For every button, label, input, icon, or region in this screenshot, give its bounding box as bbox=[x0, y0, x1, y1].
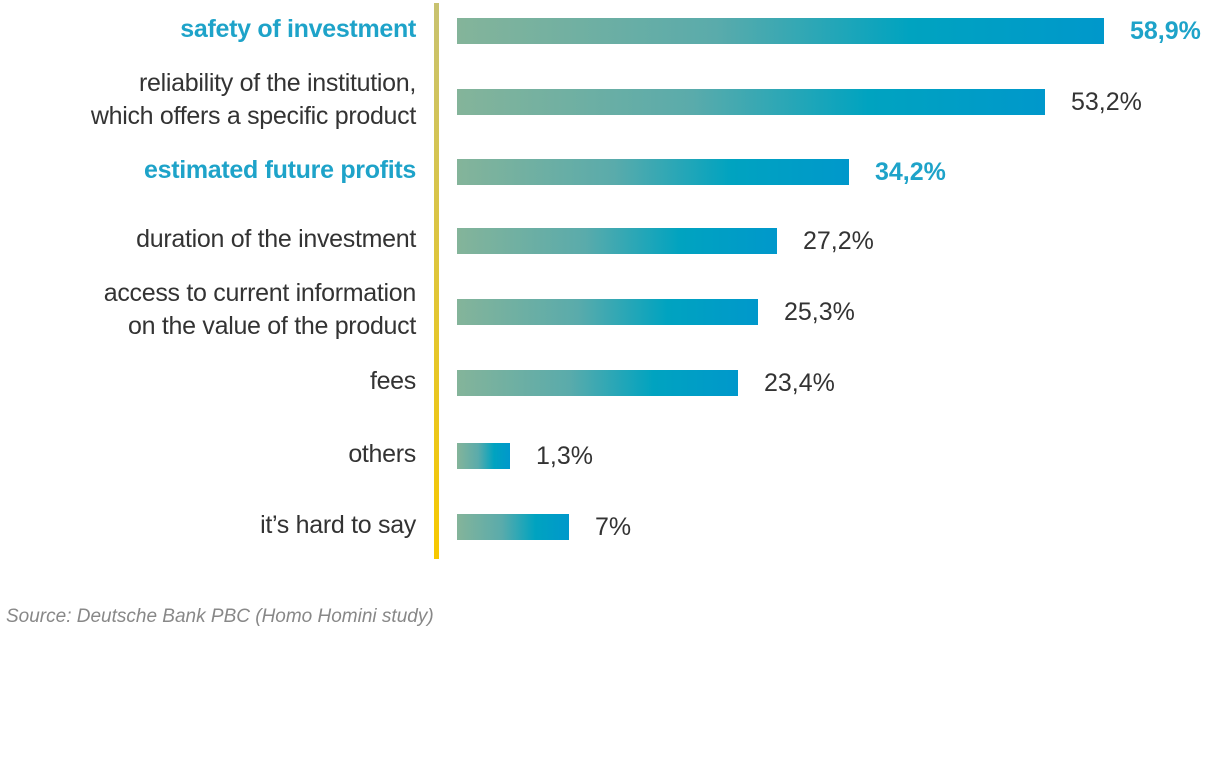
value-label: 25,3% bbox=[784, 298, 855, 326]
bar bbox=[457, 370, 738, 396]
value-label: 34,2% bbox=[875, 158, 946, 186]
bar bbox=[457, 89, 1045, 115]
category-label: safety of investment bbox=[180, 13, 416, 46]
category-label: access to current information on the valu… bbox=[103, 277, 417, 343]
bar bbox=[457, 299, 758, 325]
category-label-line: it’s hard to say bbox=[260, 510, 416, 539]
axis-line bbox=[434, 3, 439, 559]
bar-chart: safety of investment 58,9% reliability of … bbox=[91, 3, 1201, 559]
source-note: Source: Deutsche Bank PBC (Homo Homini s… bbox=[6, 606, 434, 627]
value-label: 23,4% bbox=[764, 369, 835, 397]
value-label: 7% bbox=[595, 513, 632, 541]
category-label-line: safety of investment bbox=[180, 14, 416, 43]
category-label: estimated future profits bbox=[144, 154, 416, 187]
category-label-line: duration of the investment bbox=[136, 224, 416, 253]
category-label: others bbox=[348, 438, 416, 471]
category-label-line: on the value of the product bbox=[128, 312, 416, 340]
bar bbox=[457, 443, 510, 469]
category-label: reliability of the institution, which off… bbox=[91, 67, 416, 133]
value-label: 27,2% bbox=[803, 227, 874, 255]
bar bbox=[457, 228, 777, 254]
value-label: 58,9% bbox=[1130, 17, 1201, 45]
category-label-line: access to current information bbox=[103, 279, 417, 307]
category-label: fees bbox=[370, 365, 416, 398]
category-label: it’s hard to say bbox=[260, 509, 416, 542]
category-label-line: others bbox=[348, 439, 416, 468]
category-label-line: fees bbox=[369, 366, 416, 395]
category-label-line: which offers a specific product bbox=[90, 102, 416, 130]
bar bbox=[457, 514, 569, 540]
category-label: duration of the investment bbox=[136, 223, 416, 256]
value-label: 1,3% bbox=[536, 442, 593, 470]
category-label-line: estimated future profits bbox=[144, 155, 416, 184]
value-label: 53,2% bbox=[1071, 88, 1142, 116]
category-label-line: reliability of the institution, bbox=[139, 69, 416, 97]
bar bbox=[457, 159, 849, 185]
bar bbox=[457, 18, 1104, 44]
